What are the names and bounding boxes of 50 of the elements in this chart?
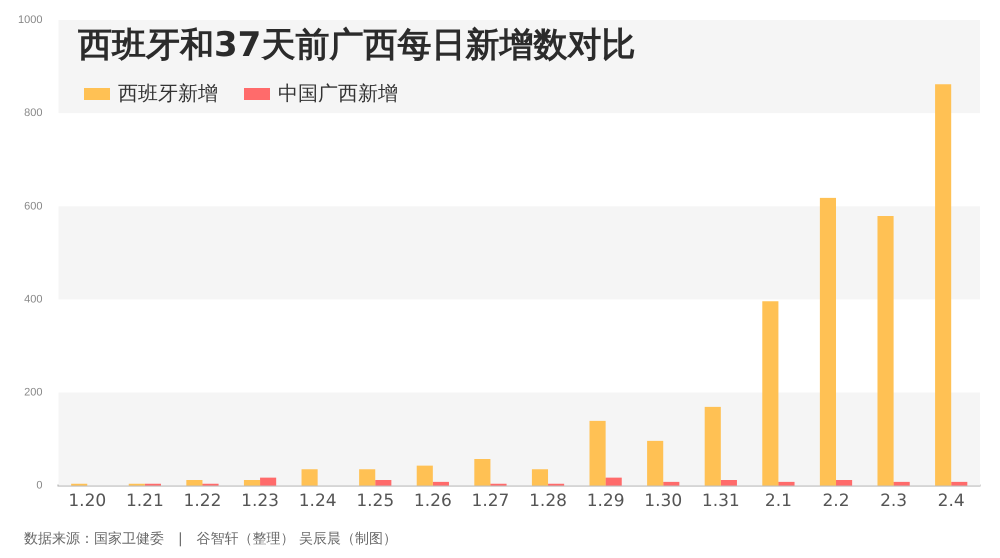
bar xyxy=(951,482,968,486)
bar xyxy=(244,480,260,486)
y-tick-label: 800 xyxy=(24,107,42,120)
x-tick-label: 1.29 xyxy=(586,491,625,512)
legend-label: 西班牙新增 xyxy=(118,80,218,107)
x-tick-label: 2.3 xyxy=(880,491,908,512)
x-tick-label: 2.2 xyxy=(822,491,850,512)
bar xyxy=(704,406,721,486)
bar xyxy=(532,469,548,486)
x-tick-label: 2.1 xyxy=(764,491,792,512)
bar xyxy=(935,84,952,486)
bar xyxy=(432,482,449,486)
y-tick-label: 400 xyxy=(24,293,42,306)
x-tick-label: 2.4 xyxy=(938,491,965,512)
bar xyxy=(416,466,433,486)
x-tick-label: 1.28 xyxy=(529,491,567,512)
bar xyxy=(359,469,376,486)
y-tick-label: 1000 xyxy=(18,14,42,26)
y-tick-label: 200 xyxy=(24,386,42,399)
bar xyxy=(820,198,836,486)
bar xyxy=(260,478,276,486)
source-note: 数据来源：国家卫健委 | 谷智轩（整理） 吴辰晨（制图） xyxy=(24,530,398,548)
x-tick-label: 1.22 xyxy=(184,491,222,512)
chart-title: 西班牙和37天前广西每日新增数对比 xyxy=(78,24,636,67)
bar xyxy=(894,482,910,486)
legend-label: 中国广西新增 xyxy=(278,80,398,107)
y-tick-label: 0 xyxy=(36,480,42,492)
x-tick-label: 1.26 xyxy=(414,491,452,512)
x-tick-label: 1.27 xyxy=(472,491,510,512)
x-tick-label: 1.20 xyxy=(68,491,106,512)
bar xyxy=(606,478,622,486)
bar xyxy=(877,216,894,486)
x-tick-label: 1.25 xyxy=(356,491,394,512)
bar xyxy=(474,459,490,486)
x-tick-label: 1.31 xyxy=(702,491,740,512)
bar xyxy=(720,480,737,486)
bar xyxy=(778,482,795,486)
bar xyxy=(762,301,778,486)
bar xyxy=(590,420,606,486)
x-tick-label: 1.23 xyxy=(241,491,279,512)
x-tick-label: 1.24 xyxy=(298,491,337,512)
bar xyxy=(186,480,202,486)
y-tick-label: 600 xyxy=(24,200,42,212)
bar xyxy=(663,482,680,486)
bar xyxy=(836,480,852,486)
bar xyxy=(375,480,392,486)
bar xyxy=(647,440,664,486)
x-tick-label: 1.30 xyxy=(644,491,682,512)
bar xyxy=(302,469,318,486)
x-tick-label: 1.21 xyxy=(126,491,164,512)
